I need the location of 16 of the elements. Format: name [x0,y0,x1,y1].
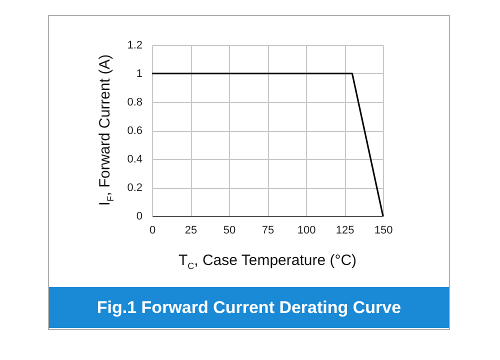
x-tick-label: 25 [184,224,198,236]
y-tick-label: 1 [136,68,142,80]
x-tick-label: 75 [262,224,274,236]
x-tick-label: 150 [374,224,393,236]
x-axis-title: T$_{C}$, Case Temperature (°C) [177,252,358,271]
x-tick-label: 125 [336,224,354,236]
x-tick-label: 100 [297,224,316,236]
x-tick-label: 0 [149,224,156,236]
y-tick-label: 0.8 [127,96,142,108]
y-tick-label: 0.6 [127,125,142,137]
text: Fig.1 Forward Current Derating Curve [49,287,449,328]
y-tick-label: 0 [136,210,142,222]
y-tick-label: 0.4 [127,154,142,166]
x-tick-label: 50 [223,224,236,236]
y-tick-label: 0.2 [127,182,142,194]
y-tick-label: 1.2 [127,40,142,52]
